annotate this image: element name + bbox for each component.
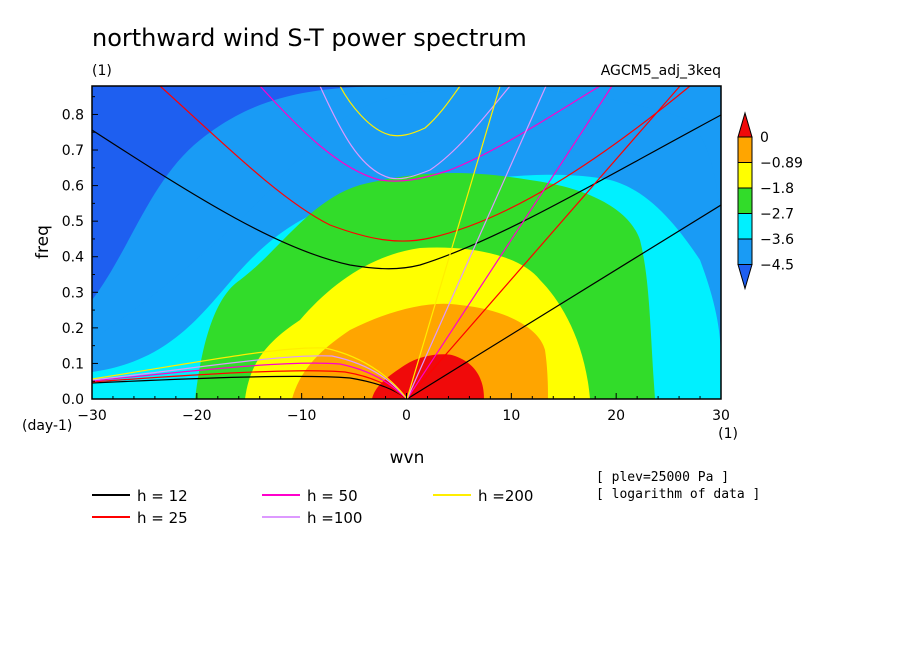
- dispersion-line: [92, 114, 721, 270]
- dispersion-curve: [92, 86, 613, 399]
- annotation-log: [ logarithm of data ]: [596, 487, 760, 502]
- dispersion-line: [92, 370, 408, 399]
- y-tick-label: 0.0: [62, 392, 84, 408]
- dispersion-line: [406, 86, 681, 399]
- dispersion-line: [92, 355, 408, 399]
- y-axis: 0.0 0.1 0.2 0.3 0.4 0.5 0.6 0.7 0.8: [62, 96, 98, 408]
- annotation-plev: [ plev=25000 Pa ]: [596, 470, 729, 485]
- y-tick-label: 0.7: [62, 143, 84, 159]
- colorbar-cell: [737, 213, 753, 240]
- y-axis-label: freq: [33, 225, 53, 259]
- x-tick-label: −10: [287, 408, 317, 424]
- dispersion-curve: [92, 86, 501, 399]
- legend: h = 12 h = 25 h = 50 h =100 h =200: [92, 487, 533, 527]
- dispersion-curve: [92, 86, 547, 399]
- chart-subtitle-left: (1): [92, 63, 112, 79]
- y-tick-label: 0.3: [62, 285, 84, 301]
- colorbar-cell: [737, 187, 753, 214]
- chart-title: northward wind S-T power spectrum: [92, 24, 527, 52]
- colorbar-cell: [737, 136, 753, 163]
- colorbar-cell: [737, 162, 753, 189]
- y-tick-label: 0.6: [62, 179, 84, 195]
- x-tick-label: 30: [712, 408, 730, 424]
- dispersion-line: [339, 86, 461, 137]
- dispersion-line: [406, 204, 721, 399]
- x-tick-label: −20: [182, 408, 212, 424]
- dispersion-line: [406, 86, 613, 399]
- contour-region: [292, 303, 548, 399]
- contour-region: [372, 354, 484, 399]
- y-tick-label: 0.1: [62, 356, 84, 372]
- colorbar-arrow-top: [737, 111, 753, 138]
- colorbar-label: −4.5: [760, 258, 794, 274]
- x-tick-label: 0: [402, 408, 411, 424]
- contour-region: [92, 86, 380, 300]
- legend-label: h =200: [478, 487, 533, 505]
- dispersion-curve: [92, 114, 721, 399]
- dispersion-line: [92, 375, 408, 399]
- y-tick-label: 0.8: [62, 107, 84, 123]
- colorbar-label: −0.89: [760, 156, 803, 172]
- colorbar-label: −2.7: [760, 207, 794, 223]
- contour-fills: [92, 86, 721, 399]
- dispersion-line: [406, 86, 547, 399]
- dispersion-line: [92, 362, 408, 399]
- y-axis-unit: (day-1): [22, 418, 72, 434]
- colorbar-label: 0: [760, 130, 769, 146]
- y-tick-label: 0.5: [62, 214, 84, 230]
- colorbar: −4.5 −3.6 −2.7 −1.8 −0.89 0: [737, 111, 803, 291]
- legend-label: h = 50: [307, 487, 358, 505]
- x-tick-label: 20: [607, 408, 625, 424]
- legend-label: h = 12: [137, 487, 188, 505]
- dispersion-curve: [92, 86, 691, 399]
- x-tick-label: −30: [77, 408, 107, 424]
- dispersion-line: [92, 347, 408, 399]
- x-axis: −30 −20 −10 0 10 20 30: [77, 393, 730, 424]
- dispersion-line: [319, 86, 511, 180]
- dispersion-line: [406, 86, 501, 399]
- x-tick-label: 10: [502, 408, 520, 424]
- y-tick-label: 0.2: [62, 321, 84, 337]
- colorbar-label: −3.6: [760, 232, 794, 248]
- colorbar-arrow-bottom: [737, 264, 753, 291]
- colorbar-cell: [737, 238, 753, 265]
- dispersion-line: [259, 86, 601, 182]
- dispersion-curves: [92, 86, 721, 399]
- legend-label: h =100: [307, 509, 362, 527]
- dispersion-line: [159, 86, 691, 242]
- chart-subtitle-right: AGCM5_adj_3keq: [601, 63, 721, 79]
- legend-label: h = 25: [137, 509, 188, 527]
- y-tick-label: 0.4: [62, 250, 84, 266]
- x-axis-label: wvn: [390, 448, 425, 468]
- x-axis-unit: (1): [718, 426, 738, 442]
- colorbar-label: −1.8: [760, 181, 794, 197]
